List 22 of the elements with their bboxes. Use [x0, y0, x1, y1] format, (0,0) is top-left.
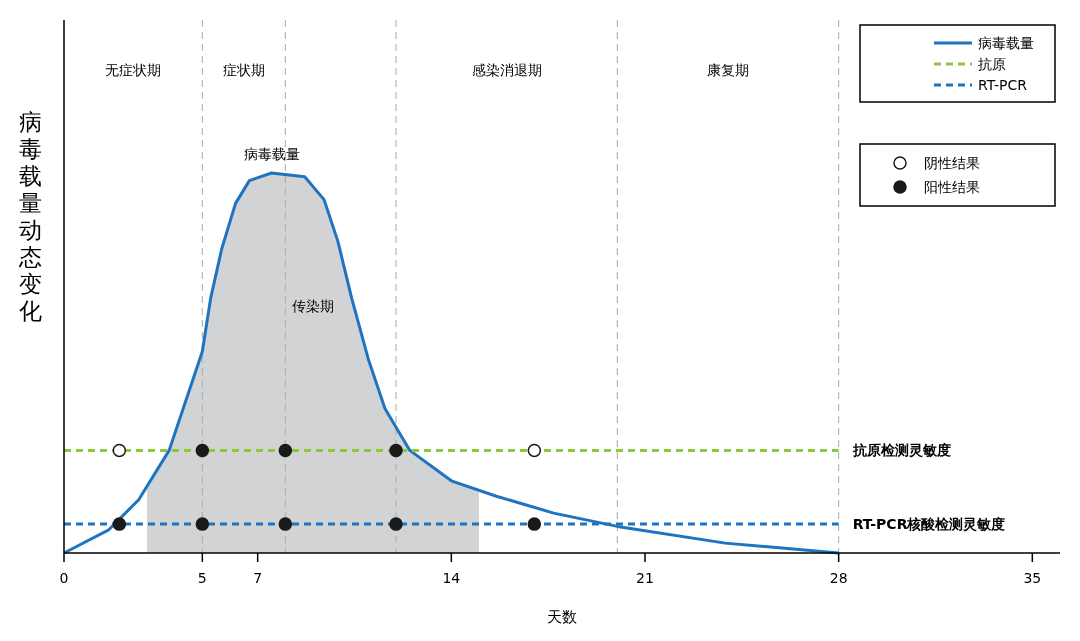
legend-label: 阴性结果	[924, 155, 980, 171]
x-tick-label: 7	[253, 570, 263, 586]
annotation: RT-PCR核酸检测灵敏度	[852, 516, 1006, 533]
text: 无症状期	[105, 62, 162, 78]
x-tick-label: 5	[197, 570, 207, 586]
x-axis-title: 天数	[547, 608, 577, 626]
y-axis-title: 病毒载量动态变化	[17, 109, 42, 324]
text: 病毒载量	[243, 146, 300, 162]
text: 康复期	[707, 62, 749, 78]
x-tick-label: 21	[636, 570, 654, 586]
legend-label: 阳性结果	[924, 179, 980, 195]
legend-label: 病毒载量	[978, 35, 1034, 51]
text: 感染消退期	[471, 62, 542, 78]
x-tick-label: 28	[829, 570, 848, 586]
text: 症状期	[222, 62, 265, 78]
x-tick-label: 0	[59, 570, 69, 586]
x-tick-label: 35	[1023, 570, 1042, 586]
annotation: 抗原检测灵敏度	[851, 442, 951, 459]
annotation: 传染期	[292, 298, 334, 314]
legend-label: RT-PCR	[978, 77, 1028, 93]
legend-label: 抗原	[978, 56, 1006, 72]
x-tick-label: 14	[442, 570, 461, 586]
